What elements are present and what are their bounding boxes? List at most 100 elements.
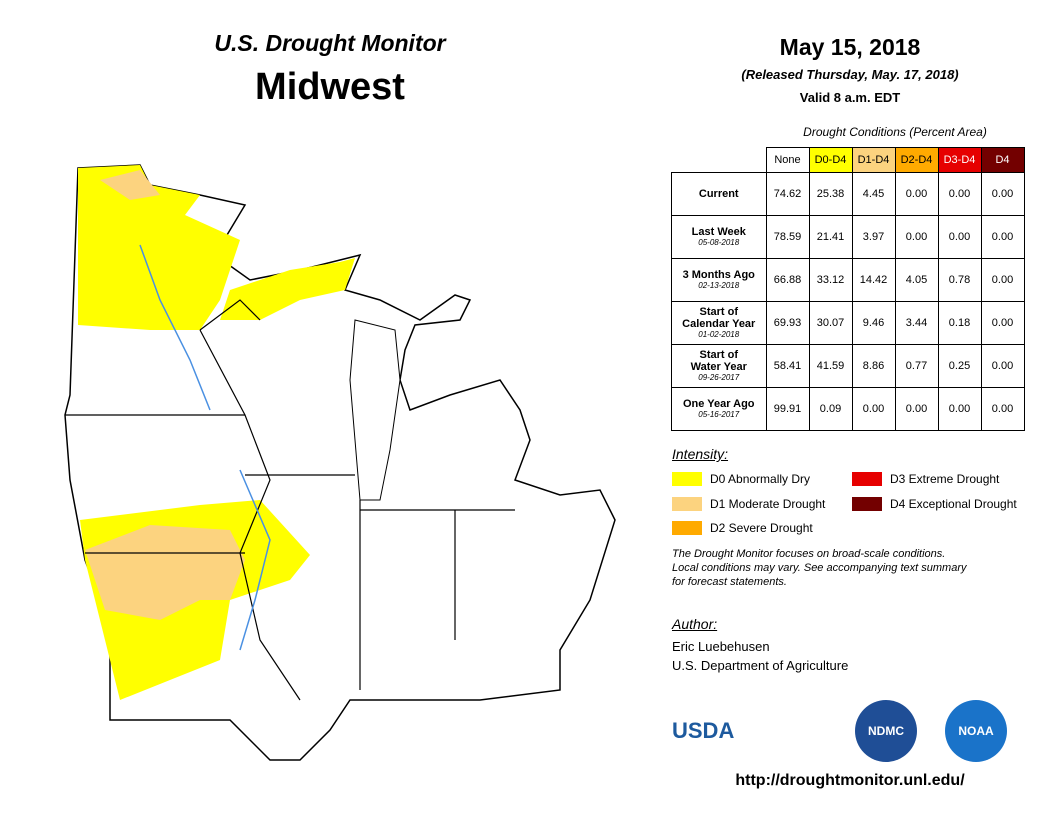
legend-label: D4 Exceptional Drought — [890, 497, 1017, 511]
legend-item: D1 Moderate Drought — [672, 497, 825, 511]
row-label: Start of Water Year 09-26-2017 — [671, 343, 767, 388]
cell: 0.00 — [980, 300, 1025, 345]
cell: 0.00 — [937, 171, 982, 216]
author-title: Author: — [672, 616, 718, 632]
released: (Released Thursday, May. 17, 2018) — [741, 67, 959, 82]
cell: 30.07 — [808, 300, 853, 345]
row-label-line: Current — [698, 187, 739, 200]
row-label-line: Start of — [699, 349, 739, 361]
note-line: The Drought Monitor focuses on broad-sca… — [672, 548, 946, 560]
row-label-line: Start of — [699, 306, 739, 318]
column-header: D0-D4 — [808, 147, 853, 173]
cell: 0.00 — [980, 214, 1025, 259]
row-label: One Year Ago 05-16-2017 — [671, 386, 767, 431]
author-line: U.S. Department of Agriculture — [672, 658, 849, 673]
logo: NOAA — [945, 700, 1007, 762]
cell: 0.00 — [894, 386, 939, 431]
row-label-line: Calendar Year — [682, 318, 756, 330]
note-line: for forecast statements. — [672, 576, 787, 588]
row-date: 02-13-2018 — [698, 281, 740, 290]
cell: 0.00 — [937, 214, 982, 259]
legend-label: D3 Extreme Drought — [890, 472, 1000, 486]
cell: 0.00 — [937, 386, 982, 431]
map — [64, 164, 616, 761]
legend-title: Intensity: — [672, 446, 729, 462]
title: U.S. Drought Monitor — [214, 30, 446, 56]
cell: 0.77 — [894, 343, 939, 388]
cell: 78.59 — [765, 214, 810, 259]
column-header: D4 — [980, 147, 1025, 173]
legend-item: D2 Severe Drought — [672, 521, 813, 535]
row-label: Current — [671, 171, 767, 216]
legend-label: D2 Severe Drought — [710, 521, 813, 535]
cell: 33.12 — [808, 257, 853, 302]
logo: USDA — [672, 718, 735, 743]
cell: 66.88 — [765, 257, 810, 302]
row-label: Last Week 05-08-2018 — [671, 214, 767, 259]
column-header: D1-D4 — [851, 147, 896, 173]
cell: 0.78 — [937, 257, 982, 302]
cell: 0.00 — [851, 386, 896, 431]
cell: 0.00 — [980, 257, 1025, 302]
cell: 74.62 — [765, 171, 810, 216]
cell: 3.97 — [851, 214, 896, 259]
cell: 0.09 — [808, 386, 853, 431]
row-date: 05-08-2018 — [698, 238, 740, 247]
note: The Drought Monitor focuses on broad-sca… — [672, 547, 966, 589]
row-date: 09-26-2017 — [698, 373, 740, 382]
row-label-line: One Year Ago — [682, 398, 755, 410]
corner — [671, 147, 767, 173]
note-line: Local conditions may vary. See accompany… — [672, 562, 967, 574]
legend-label: D0 Abnormally Dry — [710, 472, 811, 486]
cell: 14.42 — [851, 257, 896, 302]
legend-swatch — [672, 497, 702, 511]
cell: 0.25 — [937, 343, 982, 388]
row: Start of Water Year 09-26-2017 58.41 41.59 8.… — [671, 343, 1025, 388]
legend-swatch — [672, 472, 702, 486]
row-label: 3 Months Ago 02-13-2018 — [671, 257, 767, 302]
cell: 9.46 — [851, 300, 896, 345]
cell: 41.59 — [808, 343, 853, 388]
row-label-line: 3 Months Ago — [682, 269, 755, 281]
cell: 0.18 — [937, 300, 982, 345]
valid: Valid 8 a.m. EDT — [799, 90, 901, 105]
legend-label: D1 Moderate Drought — [710, 497, 826, 511]
cell: 4.05 — [894, 257, 939, 302]
cell: 0.00 — [894, 214, 939, 259]
row-label: Start of Calendar Year 01-02-2018 — [671, 300, 767, 345]
row: Start of Calendar Year 01-02-2018 69.93 30.0… — [671, 300, 1025, 345]
legend-item: D4 Exceptional Drought — [852, 497, 1017, 511]
legend-item: D3 Extreme Drought — [852, 472, 999, 486]
legend-item: D0 Abnormally Dry — [672, 472, 810, 486]
column-header: None — [765, 147, 810, 173]
author-line: Eric Luebehusen — [672, 639, 770, 654]
row: Current 74.62 25.38 4.45 0.00 0.00 0.00 — [671, 171, 1025, 216]
table-caption: Drought Conditions (Percent Area) — [803, 125, 987, 139]
cell: 21.41 — [808, 214, 853, 259]
conditions-table: None D0-D4 D1-D4 D2-D4 D3-D4 D4 Current 74.62 25… — [671, 147, 1025, 431]
cell: 99.91 — [765, 386, 810, 431]
cell: 0.00 — [980, 386, 1025, 431]
row: 3 Months Ago 02-13-2018 66.88 33.12 14.42 4.0… — [671, 257, 1025, 302]
cell: 0.00 — [980, 171, 1025, 216]
row-date: 05-16-2017 — [698, 410, 740, 419]
row-date: 01-02-2018 — [698, 330, 740, 339]
cell: 25.38 — [808, 171, 853, 216]
column-header: D2-D4 — [894, 147, 939, 173]
cell: 0.00 — [980, 343, 1025, 388]
author: Eric Luebehusen U.S. Department of Agricu… — [672, 637, 848, 675]
column-header: D3-D4 — [937, 147, 982, 173]
cell: 69.93 — [765, 300, 810, 345]
legend-swatch — [672, 521, 702, 535]
region: Midwest — [255, 66, 405, 108]
url[interactable]: http://droughtmonitor.unl.edu/ — [735, 772, 965, 789]
cell: 4.45 — [851, 171, 896, 216]
cell: 8.86 — [851, 343, 896, 388]
legend-swatch — [852, 472, 882, 486]
row-label-line: Last Week — [691, 226, 746, 238]
logo: NDMC — [855, 700, 917, 762]
cell: 58.41 — [765, 343, 810, 388]
legend-swatch — [852, 497, 882, 511]
header-row: None D0-D4 D1-D4 D2-D4 D3-D4 D4 — [671, 147, 1025, 173]
